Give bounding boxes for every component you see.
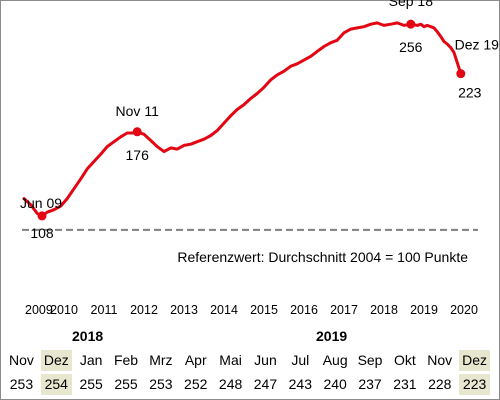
x-tick-label: 2010	[50, 303, 78, 317]
x-tick-label: 2011	[91, 303, 118, 317]
table-year-2018: 2018	[72, 328, 104, 344]
x-tick-label: 2012	[130, 303, 158, 317]
month-column: Okt 231	[387, 350, 422, 395]
month-label: Nov	[8, 352, 34, 368]
month-label: Jul	[291, 352, 310, 368]
x-tick-label: 2018	[370, 303, 398, 317]
annotation-value-label: 176	[126, 147, 150, 163]
month-label: Aug	[322, 352, 348, 368]
month-label: Dez	[459, 350, 491, 371]
month-value: 255	[79, 376, 103, 392]
reference-layer: Referenzwert: Durchschnitt 2004 = 100 Pu…	[22, 228, 478, 265]
month-value: 237	[358, 376, 382, 392]
month-value: 240	[323, 376, 347, 392]
month-value: 228	[428, 376, 452, 392]
extreme-point-marker	[406, 19, 416, 29]
month-label: Jun	[254, 352, 277, 368]
month-label: Nov	[427, 352, 453, 368]
annotation-value-label: 223	[458, 85, 482, 101]
x-tick-label: 2013	[170, 303, 198, 317]
month-value: 253	[149, 376, 173, 392]
month-label: Okt	[393, 352, 416, 368]
month-column: Aug 240	[318, 350, 353, 395]
month-column: Nov 228	[422, 350, 457, 395]
x-tick-label: 2016	[290, 303, 318, 317]
annotation-value-label: 108	[30, 225, 54, 241]
x-tick-label: 2009	[25, 303, 53, 317]
x-tick-label: 2020	[450, 303, 478, 317]
month-value: 243	[288, 376, 312, 392]
x-tick-label: 2019	[410, 303, 438, 317]
month-column: Jan 255	[74, 350, 109, 395]
extreme-point-marker	[132, 127, 142, 137]
month-label: Apr	[184, 352, 207, 368]
month-column: Feb 255	[109, 350, 144, 395]
month-value: 255	[114, 376, 138, 392]
month-column: Jun 247	[248, 350, 283, 395]
month-value: 247	[253, 376, 278, 392]
month-column: Jul 243	[283, 350, 318, 395]
month-column: Dez 223	[457, 350, 492, 395]
month-label: Dez	[40, 350, 72, 371]
month-value: 231	[393, 376, 417, 392]
month-column: Mrz 253	[143, 350, 178, 395]
month-value: 248	[218, 376, 243, 392]
price-index-line-chart: Referenzwert: Durchschnitt 2004 = 100 Pu…	[20, 0, 499, 317]
month-label: Feb	[113, 352, 139, 368]
annotation-date-label: Jun 09	[20, 195, 62, 211]
month-column: Nov 253	[4, 350, 39, 395]
month-column: Sep 237	[353, 350, 388, 395]
table-year-2019: 2019	[316, 328, 348, 344]
extreme-point-marker	[456, 69, 466, 79]
annotations: Jun 09 108 Nov 11 176 Sep 18 256 Dez 19 223	[20, 0, 499, 241]
series-line	[22, 21, 463, 218]
x-tick-label: 2014	[210, 303, 238, 317]
x-tick-label: 2017	[330, 303, 358, 317]
month-label: Mrz	[149, 352, 173, 368]
month-label: Jan	[79, 352, 103, 368]
reference-label: Referenzwert: Durchschnitt 2004 = 100 Pu…	[177, 249, 468, 265]
month-value: 253	[9, 376, 34, 392]
x-tick-label: 2015	[250, 303, 278, 317]
extreme-point-marker	[37, 211, 47, 221]
month-column: Dez 254	[39, 350, 74, 395]
month-label: Sep	[357, 352, 383, 368]
month-column: Mai 248	[213, 350, 248, 395]
month-value: 252	[184, 376, 208, 392]
annotation-date-label: Dez 19	[455, 37, 500, 53]
month-column: Apr 252	[178, 350, 213, 395]
annotation-date-label: Nov 11	[116, 103, 160, 119]
annotation-date-label: Sep 18	[389, 0, 434, 9]
month-label: Mai	[219, 352, 242, 368]
month-value: 223	[459, 374, 491, 395]
month-value: 254	[40, 374, 72, 395]
annotation-value-label: 256	[399, 39, 423, 55]
monthly-values-table: Nov 253 Dez 254 Jan 255 Feb 255 Mrz 253 Apr 252 Mai 2…	[4, 350, 492, 395]
